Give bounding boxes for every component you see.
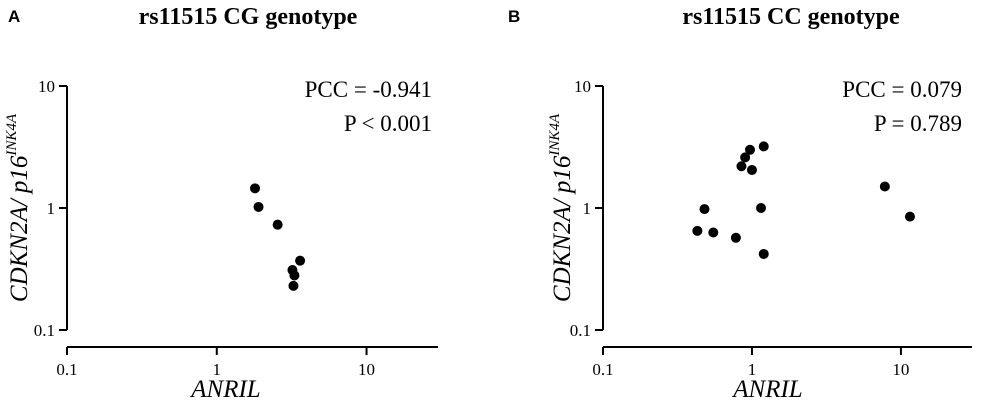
data-point — [272, 219, 283, 230]
data-point — [879, 181, 890, 192]
data-point — [904, 211, 915, 222]
data-point — [692, 225, 703, 236]
y-tick-label: 1 — [47, 199, 56, 218]
y-tick-label: 10 — [574, 77, 591, 96]
data-point — [740, 152, 751, 163]
data-point — [253, 201, 264, 212]
chart-title: rs11515 CC genotype — [682, 4, 900, 30]
y-tick-label: 0.1 — [34, 321, 55, 340]
data-point — [730, 232, 741, 243]
p-value-annotation: P < 0.001 — [344, 111, 432, 136]
x-axis-label: ANRIL — [189, 376, 260, 403]
y-axis-label-superscript: INK4A — [4, 113, 20, 157]
x-tick-label: 0.1 — [592, 360, 613, 379]
y-axis-label-main: CDKN2A/ p16 — [549, 155, 576, 302]
data-point — [758, 248, 769, 259]
y-tick-label: 1 — [583, 199, 592, 218]
y-tick-label: 0.1 — [570, 321, 591, 340]
y-axis-label-main: CDKN2A/ p16 — [6, 155, 33, 302]
pcc-annotation: PCC = 0.079 — [842, 77, 962, 102]
data-point — [699, 204, 710, 215]
data-point — [736, 161, 747, 172]
data-point — [289, 270, 300, 281]
data-point — [744, 144, 755, 155]
y-tick-label: 10 — [38, 77, 55, 96]
chart-panel-a: A rs11515 CG genotype CDKN2A/ p16INK4A A… — [4, 4, 438, 403]
data-point — [758, 141, 769, 152]
x-tick-label: 0.1 — [56, 360, 77, 379]
data-point — [288, 280, 299, 291]
data-point — [708, 227, 719, 238]
p-value-annotation: P = 0.789 — [874, 111, 962, 136]
data-point — [250, 183, 261, 194]
chart-title: rs11515 CG genotype — [139, 4, 358, 30]
y-axis-label: CDKN2A/ p16INK4A — [4, 113, 33, 302]
chart-panel-b: B rs11515 CC genotype CDKN2A/ p16INK4A A… — [508, 4, 972, 403]
data-point — [295, 255, 306, 266]
pcc-annotation: PCC = -0.941 — [305, 77, 432, 102]
panel-letter: A — [8, 7, 20, 26]
x-tick-label: 1 — [213, 360, 222, 379]
panel-letter: B — [508, 7, 520, 26]
y-axis-label: CDKN2A/ p16INK4A — [547, 113, 576, 302]
x-tick-label: 1 — [748, 360, 757, 379]
data-point — [756, 203, 767, 213]
x-tick-label: 10 — [358, 360, 375, 379]
x-axis-label: ANRIL — [731, 376, 802, 403]
data-point — [746, 164, 757, 175]
y-axis-label-superscript: INK4A — [547, 113, 563, 157]
x-tick-label: 10 — [892, 360, 909, 379]
